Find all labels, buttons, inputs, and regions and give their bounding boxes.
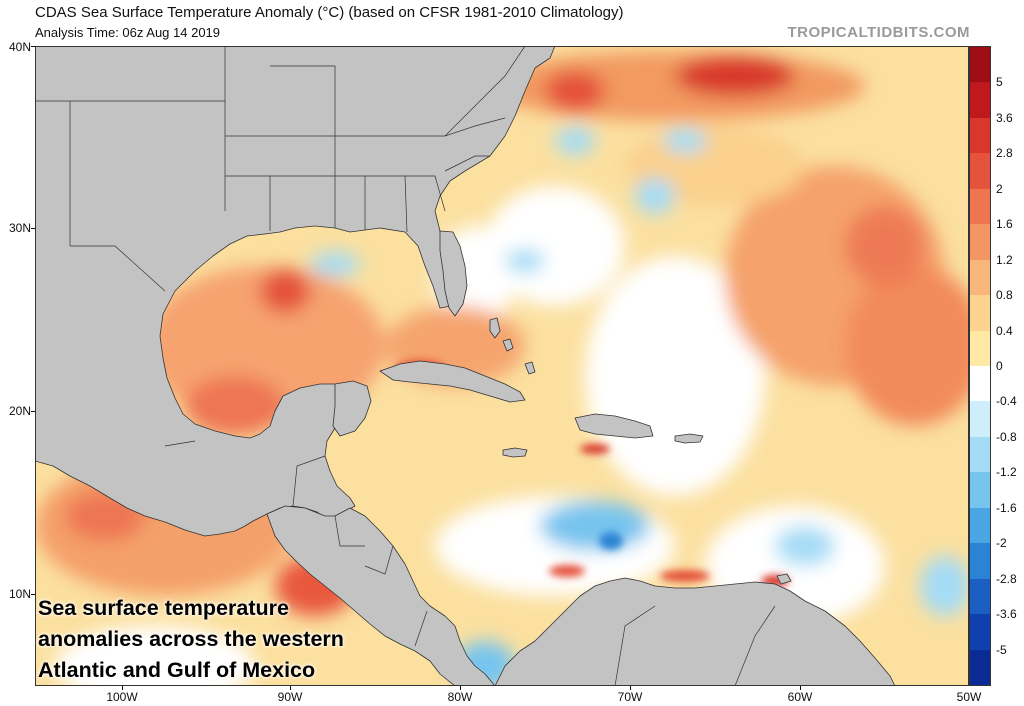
- map-canvas: [35, 46, 969, 686]
- land-masses: [35, 46, 896, 686]
- color-scale-label: -0.8: [996, 429, 1017, 444]
- sst-anomaly-map: [35, 46, 969, 686]
- lon-label-50w: 50W: [956, 690, 982, 704]
- analysis-time: Analysis Time: 06z Aug 14 2019: [35, 25, 221, 40]
- color-scale-label: -0.4: [996, 394, 1017, 409]
- color-scale-label: -2: [996, 536, 1007, 551]
- color-scale-label: 2.8: [996, 146, 1013, 161]
- caption-line-3: Atlantic and Gulf of Mexico: [38, 658, 316, 682]
- lon-label-60w: 60W: [787, 690, 813, 704]
- lon-tick: [800, 686, 801, 690]
- color-scale-label: 0: [996, 359, 1003, 373]
- lat-label-10n: 10N: [8, 587, 31, 601]
- lon-tick: [290, 686, 291, 690]
- color-scale-label: 0.4: [996, 323, 1013, 338]
- lat-tick: [31, 46, 35, 47]
- color-scale-segment: [970, 366, 990, 402]
- map-caption: Sea surface temperature anomalies across…: [38, 593, 418, 686]
- lon-tick: [122, 686, 123, 690]
- lon-tick: [460, 686, 461, 690]
- brand-watermark: TROPICALTIDBITS.COM: [787, 24, 970, 41]
- color-scale-segment: [970, 259, 990, 296]
- lon-label-90w: 90W: [277, 690, 303, 704]
- color-scale-segment: [970, 436, 990, 473]
- color-scale-segment: [970, 295, 990, 332]
- color-scale-segment: [970, 614, 990, 651]
- lat-tick: [31, 228, 35, 229]
- color-scale-segment: [970, 188, 990, 225]
- color-scale-segment: [970, 117, 990, 154]
- color-scale-label: -1.2: [996, 465, 1017, 480]
- color-scale-segment: [970, 330, 990, 367]
- lat-label-20n: 20N: [8, 404, 31, 418]
- map-title: CDAS Sea Surface Temperature Anomaly (°C…: [35, 4, 624, 21]
- color-scale-segment: [970, 47, 990, 83]
- color-scale-segment: [970, 543, 990, 580]
- color-scale-segment: [970, 224, 990, 261]
- lon-label-80w: 80W: [447, 690, 473, 704]
- lon-tick: [630, 686, 631, 690]
- color-scale-segment: [970, 649, 990, 686]
- color-scale-label: -5: [996, 642, 1007, 657]
- color-scale-segment: [970, 578, 990, 615]
- lat-tick: [31, 594, 35, 595]
- lat-label-30n: 30N: [8, 221, 31, 235]
- caption-line-2: anomalies across the western: [38, 627, 344, 651]
- color-scale-label: 0.8: [996, 288, 1013, 303]
- color-scale-label: 2: [996, 181, 1003, 196]
- color-scale-label: -3.6: [996, 607, 1017, 622]
- color-scale-label: 1.2: [996, 252, 1013, 267]
- lon-label-70w: 70W: [617, 690, 643, 704]
- anomaly-field: [35, 51, 969, 686]
- lat-tick: [31, 411, 35, 412]
- caption-line-1: Sea surface temperature: [38, 596, 289, 620]
- color-scale-label: 5: [996, 75, 1003, 90]
- lat-label-40n: 40N: [8, 40, 31, 54]
- color-scale-segment: [970, 507, 990, 544]
- color-scale-segment: [970, 82, 990, 119]
- color-scale-label: 1.6: [996, 217, 1013, 232]
- color-scale-label: -1.6: [996, 500, 1017, 515]
- color-scale-segment: [970, 401, 990, 438]
- lon-label-100w: 100W: [106, 690, 138, 704]
- color-scale-segment: [970, 472, 990, 509]
- color-scale-bar: [969, 46, 991, 686]
- political-borders: [35, 46, 776, 686]
- color-scale-label: 3.6: [996, 110, 1013, 125]
- color-scale-label: -2.8: [996, 571, 1017, 586]
- color-scale-segment: [970, 153, 990, 190]
